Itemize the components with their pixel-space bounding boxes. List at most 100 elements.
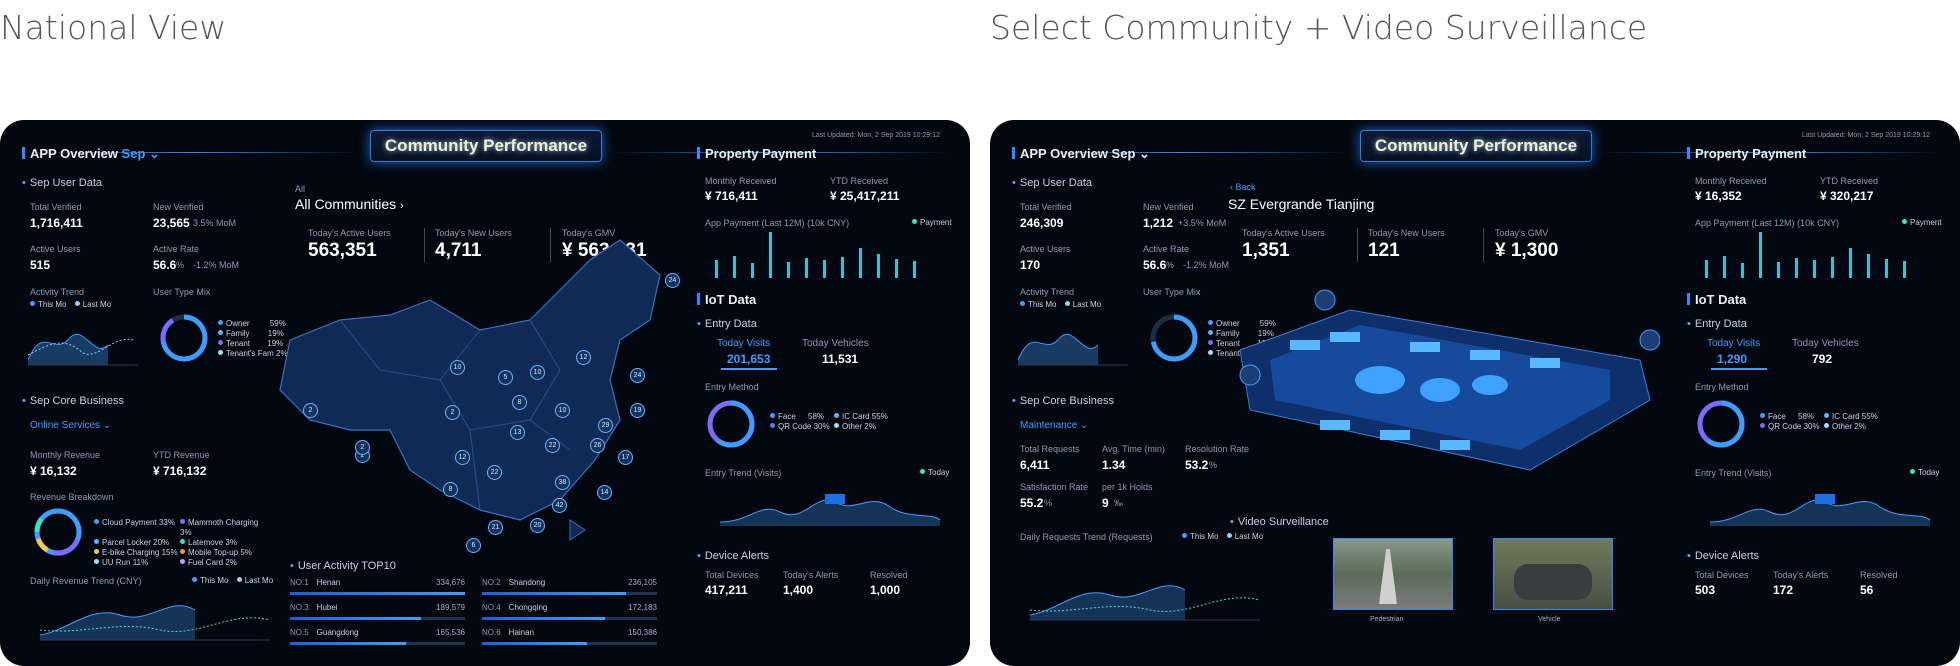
map-marker[interactable]: 38 xyxy=(555,475,570,490)
map-marker[interactable]: 24 xyxy=(630,368,645,383)
activity-trend-chart xyxy=(1018,333,1128,366)
ytd-revenue: ¥ 716,132 xyxy=(153,464,207,478)
entry-method-donut xyxy=(1697,400,1745,448)
pedestrian-label: Pedestrian xyxy=(1370,616,1404,623)
tab-today-visits[interactable]: Today Visits xyxy=(717,338,771,349)
top-list-bar xyxy=(290,642,465,645)
map-marker[interactable]: 14 xyxy=(597,485,612,500)
map-marker[interactable]: 2 xyxy=(303,403,318,418)
today-vehicles: 792 xyxy=(1812,352,1833,366)
today-active-users: 1,351 xyxy=(1242,240,1290,261)
monthly-received: ¥ 16,352 xyxy=(1695,189,1742,203)
map-marker[interactable]: 2 xyxy=(445,405,460,420)
total-devices: 417,211 xyxy=(705,583,748,597)
user-type-donut xyxy=(160,314,208,362)
satisfaction-rate: 55.2 xyxy=(1020,496,1044,510)
back-link[interactable]: ‹ Back xyxy=(1230,182,1256,192)
tab-today-vehicles[interactable]: Today Vehicles xyxy=(1792,338,1859,349)
app-overview-heading: APP Overview Sep ⌄ xyxy=(22,146,160,162)
core-business-heading: Sep Core Business xyxy=(22,395,124,407)
todays-alerts: 172 xyxy=(1773,583,1794,597)
ytd-received: ¥ 320,217 xyxy=(1820,189,1874,203)
last-updated: Last Updated: Mon, 2 Sep 2019 10:29:12 xyxy=(811,132,940,139)
caption-community-view: Select Community + Video Surveillance xyxy=(990,8,1648,47)
dashboard-title: Community Performance xyxy=(370,130,602,162)
total-verified: 246,309 xyxy=(1020,216,1064,230)
active-users: 170 xyxy=(1020,258,1041,272)
all-communities-selector[interactable]: All Communities › xyxy=(295,196,404,212)
chevron-down-icon[interactable]: ⌄ xyxy=(145,146,160,161)
map-marker[interactable]: 20 xyxy=(530,518,545,533)
chevron-down-icon[interactable]: ⌄ xyxy=(1135,146,1150,161)
top-list-bar xyxy=(482,592,657,595)
top-list-bar xyxy=(290,592,465,595)
month-selector[interactable]: Sep xyxy=(121,146,146,161)
avg-time: 1.34 xyxy=(1102,458,1126,472)
month-selector[interactable]: Sep xyxy=(1111,146,1136,161)
ytd-received: ¥ 25,417,211 xyxy=(830,189,900,203)
app-payment-bars xyxy=(1705,232,1906,278)
china-map[interactable] xyxy=(240,220,680,560)
map-marker[interactable]: 8 xyxy=(512,395,527,410)
today-visits: 1,290 xyxy=(1717,352,1748,366)
map-marker[interactable]: 10 xyxy=(555,403,570,418)
map-marker[interactable]: 5 xyxy=(498,370,513,385)
last-updated: Last Updated: Mon, 2 Sep 2019 10:29:12 xyxy=(1801,132,1930,139)
daily-requests-chart xyxy=(1029,585,1260,621)
property-payment-heading: Property Payment xyxy=(697,146,816,161)
today-gmv: ¥ 1,300 xyxy=(1495,240,1559,261)
online-services-dropdown[interactable]: Online Services ⌄ xyxy=(30,420,112,431)
today-new-users: 4,711 xyxy=(435,240,482,261)
map-marker[interactable]: 26 xyxy=(590,438,605,453)
active-users: 515 xyxy=(30,258,51,272)
map-marker[interactable]: 13 xyxy=(510,425,525,440)
map-marker[interactable]: 29 xyxy=(598,418,613,433)
map-marker[interactable]: 12 xyxy=(455,450,470,465)
new-verified: 1,212 xyxy=(1143,216,1174,230)
resolved-count: 1,000 xyxy=(870,583,901,597)
resolution-rate: 53.2 xyxy=(1185,458,1209,472)
map-marker[interactable]: 22 xyxy=(545,438,560,453)
map-marker[interactable]: 6 xyxy=(466,538,481,553)
community-name: SZ Evergrande Tianjing xyxy=(1228,196,1375,212)
dashboard-national: Community Performance Last Updated: Mon,… xyxy=(0,120,970,666)
top-list-item: NO.4 Chongqing 172,183 xyxy=(482,603,657,612)
total-devices: 503 xyxy=(1695,583,1716,597)
app-payment-bars xyxy=(715,232,916,278)
map-marker[interactable]: 12 xyxy=(576,350,591,365)
map-marker[interactable]: 21 xyxy=(488,520,503,535)
map-marker[interactable]: 22 xyxy=(487,465,502,480)
activity-trend-chart xyxy=(28,333,138,366)
map-marker[interactable]: 2 xyxy=(355,440,370,455)
vehicle-camera-feed[interactable] xyxy=(1493,538,1613,610)
total-verified: 1,716,411 xyxy=(30,216,83,230)
top-list-item: NO.6 Hainan 150,386 xyxy=(482,628,657,637)
pedestrian-camera-feed[interactable] xyxy=(1333,538,1453,610)
device-alerts-heading: Device Alerts xyxy=(697,550,769,562)
today-visits: 201,653 xyxy=(727,352,771,366)
active-rate: 56.6 xyxy=(1143,258,1167,272)
map-marker[interactable]: 19 xyxy=(630,403,645,418)
entry-method-legend: Face 58% IC Card 55% QR Code 30% Other 2… xyxy=(1760,412,1884,432)
map-marker[interactable]: 17 xyxy=(618,450,633,465)
map-marker[interactable]: 24 xyxy=(665,273,680,288)
map-marker[interactable]: 42 xyxy=(552,498,567,513)
today-new-users: 121 xyxy=(1368,240,1400,261)
daily-requests-label: Daily Requests Trend (Requests) xyxy=(1020,532,1153,542)
app-payment-label: App Payment (Last 12M) (10k CNY) xyxy=(705,218,850,228)
camera-icon xyxy=(1239,364,1261,386)
entry-trend-label: Entry Trend (Visits) xyxy=(705,468,782,478)
daily-revenue-trend-label: Daily Revenue Trend (CNY) xyxy=(30,576,142,586)
revenue-donut xyxy=(34,508,82,556)
tab-today-visits[interactable]: Today Visits xyxy=(1707,338,1761,349)
community-3d-map[interactable] xyxy=(1230,280,1660,480)
map-marker[interactable]: 8 xyxy=(443,482,458,497)
top-list-item: NO.5 Guangdong 165,536 xyxy=(290,628,465,637)
map-marker[interactable]: 10 xyxy=(530,365,545,380)
video-surveillance-heading: Video Surveillance xyxy=(1230,516,1329,528)
daily-revenue-chart xyxy=(39,605,270,641)
map-marker[interactable]: 10 xyxy=(450,360,465,375)
tab-today-vehicles[interactable]: Today Vehicles xyxy=(802,338,869,349)
user-data-heading: Sep User Data xyxy=(22,177,102,189)
maintenance-dropdown[interactable]: Maintenance ⌄ xyxy=(1020,420,1089,431)
